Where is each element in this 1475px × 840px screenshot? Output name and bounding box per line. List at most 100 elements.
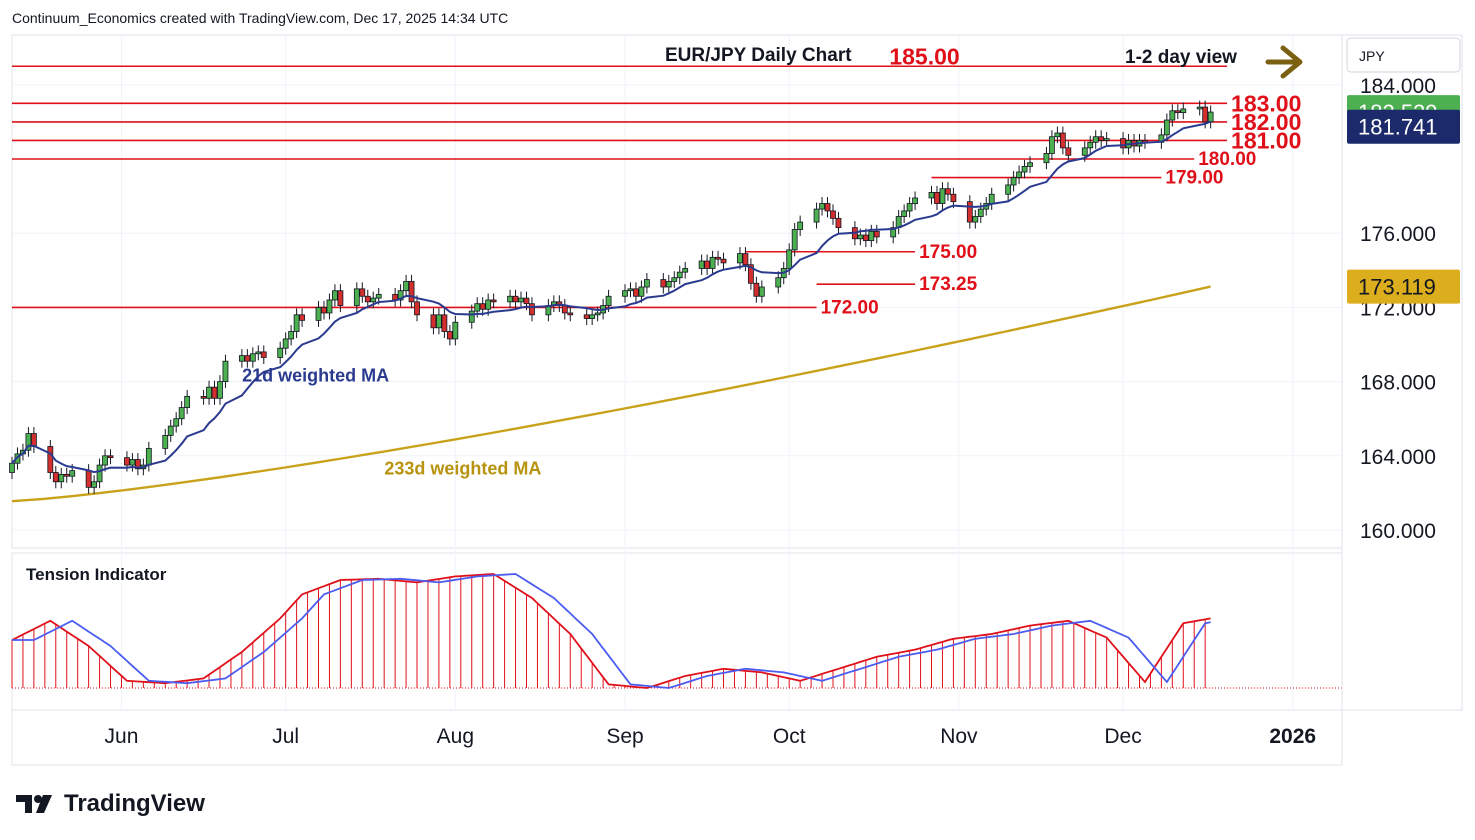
candle-body bbox=[775, 277, 782, 288]
candle-body bbox=[742, 253, 749, 266]
candle-body bbox=[162, 434, 169, 449]
candle-body bbox=[1081, 147, 1088, 156]
candle-body bbox=[1010, 177, 1017, 186]
candle-body bbox=[939, 188, 946, 204]
candle-body bbox=[665, 281, 672, 288]
candle-body bbox=[69, 470, 76, 477]
level-label: 181.00 bbox=[1231, 127, 1301, 153]
candle-body bbox=[605, 295, 612, 306]
candle-body bbox=[1059, 132, 1066, 149]
candle-body bbox=[660, 279, 667, 288]
candle-body bbox=[206, 386, 212, 399]
ma-21d-line bbox=[11, 120, 1211, 474]
ma-21d-path bbox=[11, 120, 1211, 474]
candle-body bbox=[709, 256, 716, 269]
candle-body bbox=[988, 193, 995, 204]
candle-body bbox=[1092, 136, 1099, 143]
candle-body bbox=[129, 459, 136, 466]
candle-body bbox=[107, 455, 114, 459]
candle-body bbox=[102, 455, 108, 466]
x-tick-label: 2026 bbox=[1269, 725, 1316, 748]
candle-body bbox=[643, 279, 650, 288]
candle-body bbox=[857, 234, 864, 240]
price-badge bbox=[1347, 109, 1460, 144]
candle-body bbox=[91, 481, 97, 488]
candle-body bbox=[260, 351, 267, 358]
annotations: 21d weighted MA 233d weighted MA bbox=[242, 366, 541, 479]
level-label: 185.00 bbox=[889, 43, 959, 69]
candle-body bbox=[321, 306, 327, 314]
tension-indicator: Tension Indicator bbox=[11, 565, 1342, 689]
candle-body bbox=[167, 425, 174, 436]
candle-body bbox=[200, 396, 207, 399]
candle-body bbox=[217, 381, 223, 399]
candle-body bbox=[222, 360, 229, 383]
level-label: 180.00 bbox=[1198, 149, 1256, 170]
candle-body bbox=[758, 286, 765, 297]
candle-body bbox=[1174, 110, 1181, 114]
candle-body bbox=[972, 216, 979, 223]
candle-body bbox=[950, 193, 957, 203]
candle-body bbox=[1049, 136, 1055, 154]
candle-body bbox=[430, 314, 437, 329]
right-axis-panel bbox=[1341, 34, 1463, 711]
candle-body bbox=[1103, 138, 1110, 141]
x-tick-label: Dec bbox=[1104, 725, 1141, 748]
y-tick-label: 176.000 bbox=[1360, 223, 1436, 246]
candle-body bbox=[830, 210, 836, 219]
candle-body bbox=[747, 264, 754, 284]
y-tick-label: 168.000 bbox=[1360, 372, 1436, 395]
candle-body bbox=[353, 288, 360, 306]
candle-body bbox=[452, 321, 459, 340]
candle-body bbox=[178, 407, 185, 420]
ma-233d-path bbox=[11, 285, 1211, 503]
candle-body bbox=[1021, 166, 1028, 173]
level-label: 182.00 bbox=[1231, 109, 1301, 135]
candle-body bbox=[786, 249, 793, 269]
candle-body bbox=[638, 286, 645, 297]
candle-body bbox=[1180, 108, 1187, 114]
candle-body bbox=[813, 208, 820, 223]
chart-credit: Continuum_Economics created with Trading… bbox=[12, 10, 509, 26]
candle-body bbox=[1054, 132, 1061, 138]
candle-body bbox=[873, 230, 880, 238]
candle-body bbox=[414, 301, 420, 316]
price-badge bbox=[1347, 269, 1460, 304]
candle-body bbox=[9, 462, 15, 473]
candle-body bbox=[441, 314, 448, 332]
arrow-right-icon bbox=[1265, 45, 1303, 79]
x-tick-label: Nov bbox=[940, 725, 978, 748]
brand[interactable]: TradingView bbox=[16, 790, 205, 818]
candle-body bbox=[671, 277, 678, 282]
candle-body bbox=[474, 303, 481, 312]
candle-body bbox=[288, 331, 295, 340]
candle-body bbox=[244, 355, 251, 362]
candle-body bbox=[485, 299, 492, 310]
candle-body bbox=[507, 295, 513, 303]
ma-label: 21d weighted MA bbox=[242, 366, 389, 386]
candle-body bbox=[85, 470, 92, 488]
candle-body bbox=[589, 314, 596, 319]
candle-body bbox=[862, 234, 869, 242]
view-label: 1-2 day view bbox=[1125, 47, 1237, 68]
level-label: 175.00 bbox=[919, 242, 977, 263]
candle-body bbox=[145, 447, 152, 466]
candle-body bbox=[63, 473, 70, 477]
candle-body bbox=[512, 295, 519, 303]
candle-body bbox=[868, 230, 875, 242]
y-tick-label: 184.000 bbox=[1360, 75, 1436, 98]
candle-body bbox=[1016, 171, 1022, 178]
candle-body bbox=[490, 299, 497, 303]
candle-body bbox=[583, 314, 590, 319]
candle-body bbox=[518, 297, 524, 303]
level-label: 183.00 bbox=[1231, 90, 1301, 116]
candle-body bbox=[753, 282, 760, 297]
tension-panel bbox=[11, 552, 1343, 711]
candle-body bbox=[945, 188, 951, 195]
tension-title: Tension Indicator bbox=[26, 565, 167, 584]
candle-body bbox=[1065, 147, 1072, 156]
chart-title: EUR/JPY Daily Chart bbox=[665, 45, 852, 66]
candle-body bbox=[184, 396, 191, 408]
currency-box bbox=[1346, 37, 1461, 73]
